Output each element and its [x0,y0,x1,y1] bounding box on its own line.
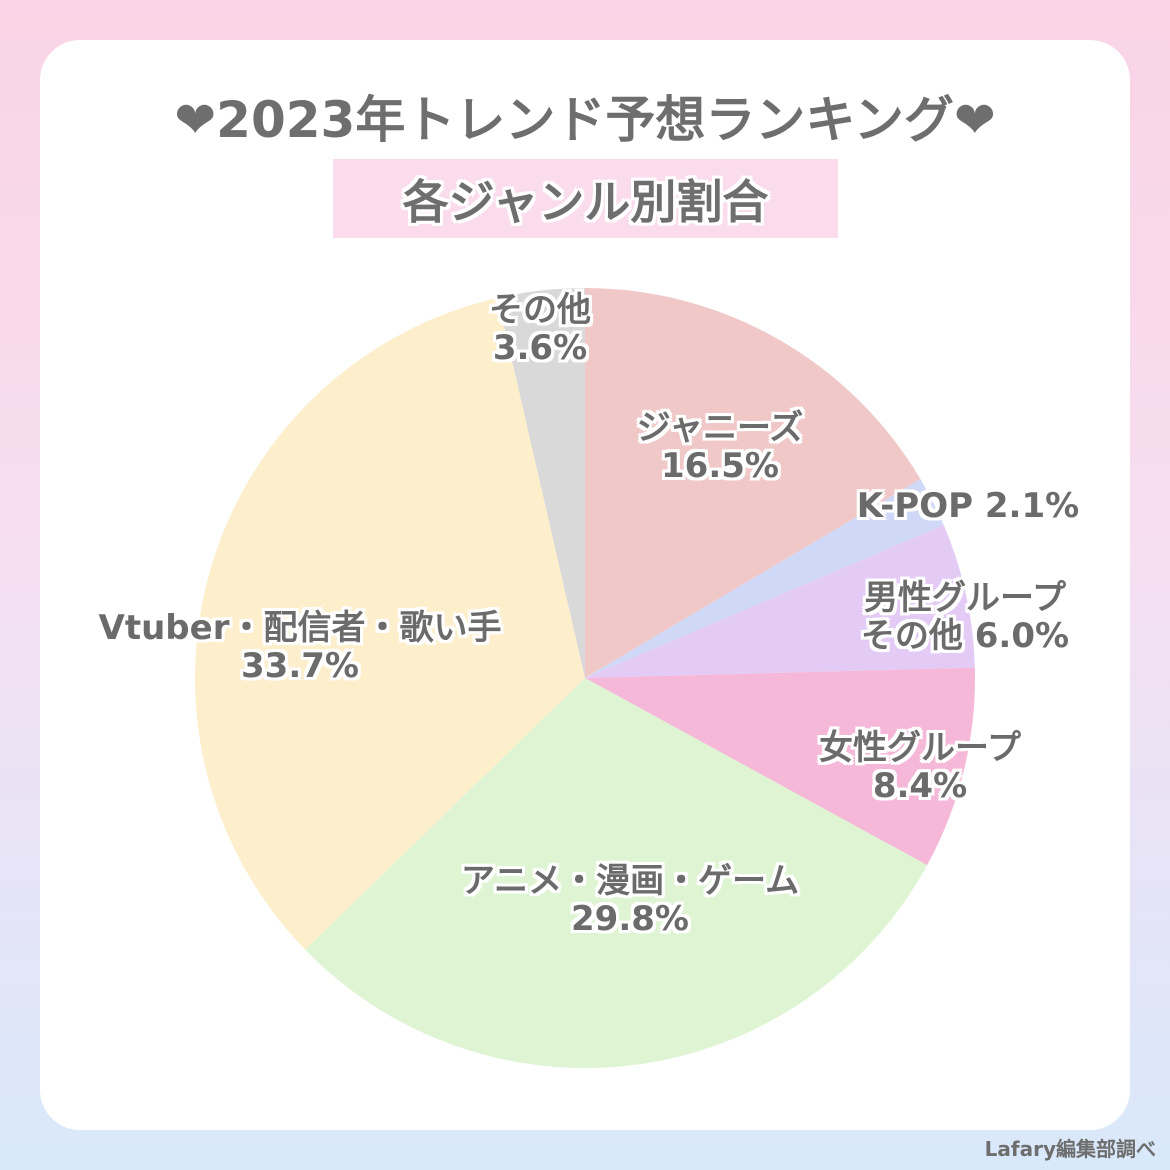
slice-label-line: 29.8% [571,899,689,939]
pie-slice-7 [497,288,585,678]
chart-title: ❤2023年トレンド予想ランキング❤ [174,91,996,149]
pie-slice-6 [194,297,585,950]
slice-label-line: 8.4% [872,766,968,806]
slice-label-line: その他 6.0% [860,616,1070,656]
slice-label-6: Vtuber・配信者・歌い手 33.7% [99,609,502,685]
slice-label-line: 男性グループ [864,577,1066,618]
slice-label-1: ジャニーズ 16.5% [637,409,804,485]
slice-label-3: 男性グループ その他 6.0% [861,579,1069,655]
pie-slice-3 [585,524,975,678]
slice-label-line: 16.5% [661,446,779,486]
pie-slice-1 [585,288,921,678]
slice-label-line: 3.6% [492,328,588,368]
pie-slice-2 [585,479,944,678]
slice-label-line: その他 [489,289,591,330]
slice-label-line: アニメ・漫画・ゲーム [460,860,800,901]
slice-label-4: 女性グループ 8.4% [819,729,1021,805]
source-credit: Lafary編集部調べ [984,1137,1156,1161]
slice-label-line: 女性グループ [819,727,1021,768]
subtitle-band: 各ジャンル別割合 [333,159,838,238]
slice-label-line: ジャニーズ [636,407,804,448]
slice-label-line: 33.7% [241,646,359,686]
chart-subtitle: 各ジャンル別割合 [402,174,769,229]
slice-label-7: その他 3.6% [489,291,591,367]
slice-label-2: K-POP 2.1% [857,487,1079,525]
pie-slice-5 [305,678,928,1069]
slice-label-line: Vtuber・配信者・歌い手 [98,607,502,648]
slice-label-line: K-POP 2.1% [856,485,1080,526]
pie-slice-4 [585,667,975,866]
slice-label-5: アニメ・漫画・ゲーム 29.8% [461,862,799,938]
